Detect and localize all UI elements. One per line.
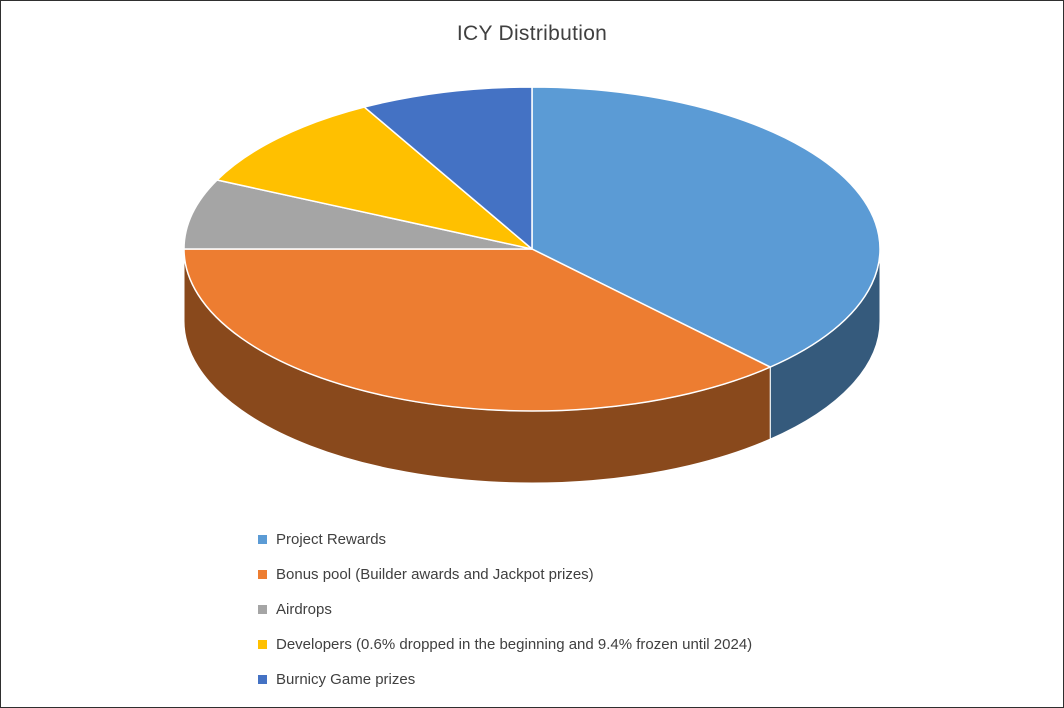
pie-slice <box>363 86 533 250</box>
legend-item: Burnicy Game prizes <box>258 670 752 689</box>
legend-swatch-icon <box>258 640 267 649</box>
legend-label: Bonus pool (Builder awards and Jackpot p… <box>276 566 594 583</box>
legend-label: Developers (0.6% dropped in the beginnin… <box>276 636 753 653</box>
legend-item: Developers (0.6% dropped in the beginnin… <box>258 635 752 654</box>
legend-item: Project Rewards <box>258 530 752 549</box>
pie-slice <box>183 248 771 412</box>
legend-item: Bonus pool (Builder awards and Jackpot p… <box>258 565 752 584</box>
legend-swatch-icon <box>258 605 267 614</box>
legend-label: Project Rewards <box>276 531 387 548</box>
legend-swatch-icon <box>258 675 267 684</box>
pie-slice <box>216 106 533 250</box>
legend-label: Burnicy Game prizes <box>276 671 416 688</box>
legend: Project Rewards Bonus pool (Builder award… <box>258 530 752 689</box>
legend-swatch-icon <box>258 570 267 579</box>
chart-title: ICY Distribution <box>456 22 608 45</box>
pie-slice <box>531 86 881 368</box>
legend-item: Airdrops <box>258 600 752 619</box>
pie-slice <box>183 179 533 250</box>
legend-swatch-icon <box>258 535 267 544</box>
legend-label: Airdrops <box>276 601 332 618</box>
